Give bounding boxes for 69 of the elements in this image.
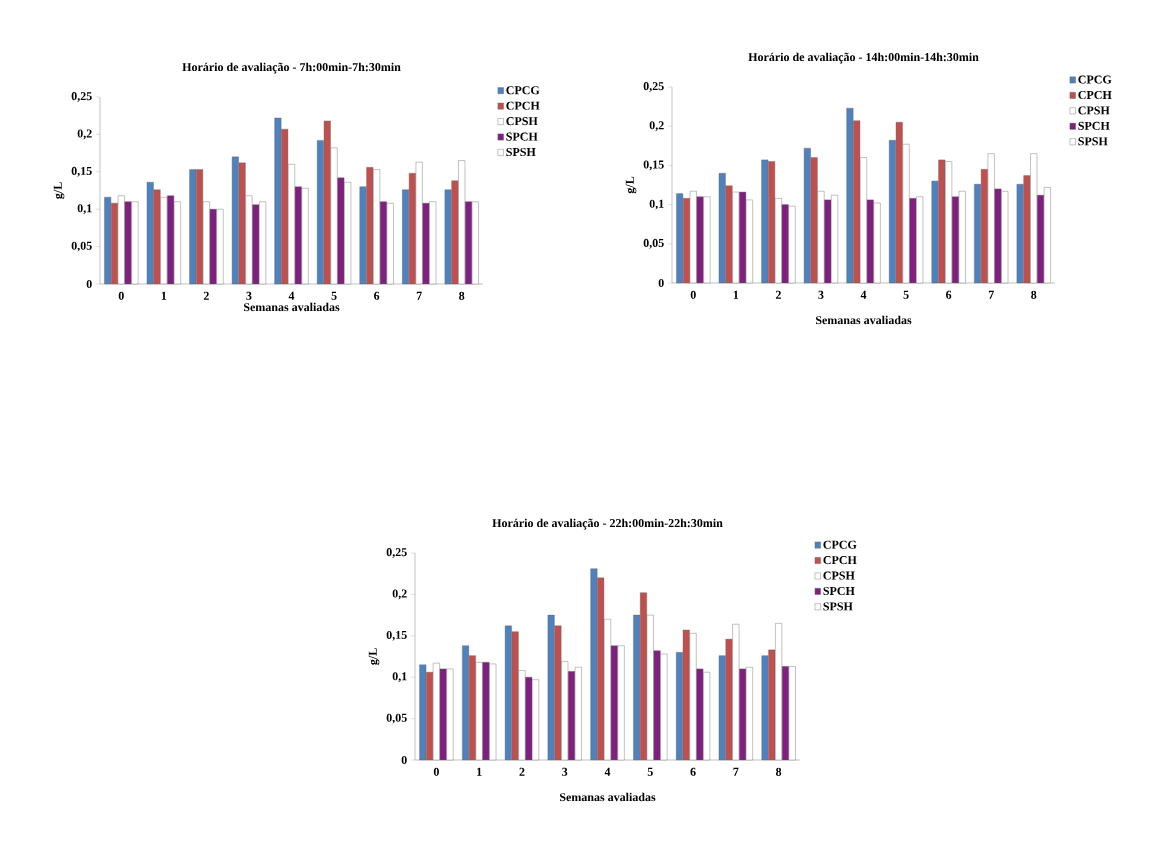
- x-tick-label: 5: [331, 291, 337, 300]
- legend-label: SPCH: [1078, 121, 1110, 130]
- x-tick-label: 4: [604, 767, 611, 776]
- x-tick-label: 1: [733, 290, 739, 299]
- y-tick-label: 0: [658, 278, 664, 288]
- chart-title: Horário de avaliação - 22h:00min-22h:30min: [492, 518, 723, 530]
- chart-title: Horário de avaliação - 7h:00min-7h:30min: [182, 62, 401, 74]
- y-tick-label: 0,25: [386, 548, 407, 558]
- y-tick-label: 0,05: [71, 241, 92, 252]
- y-tick-label: 0,2: [77, 129, 92, 140]
- x-tick-label: 2: [203, 291, 209, 300]
- chart-title: Horário de avaliação - 14h:00min-14h:30min: [748, 52, 979, 64]
- y-axis-title: g/L: [625, 176, 637, 194]
- x-tick-label: 8: [459, 291, 465, 300]
- x-tick-label: 7: [988, 290, 994, 299]
- legend-label: SPSH: [506, 148, 536, 157]
- legend-label: CPCH: [506, 101, 540, 110]
- y-tick-label: 0,1: [392, 672, 407, 683]
- x-tick-label: 0: [433, 767, 439, 776]
- legend-label: CPCG: [823, 540, 857, 549]
- x-tick-label: 2: [519, 767, 525, 776]
- x-tick-label: 7: [733, 767, 739, 776]
- x-axis-title: Semanas avaliadas: [243, 302, 340, 312]
- y-tick-label: 0,25: [71, 92, 92, 102]
- legend-label: SPCH: [823, 586, 855, 596]
- x-tick-label: 3: [818, 290, 824, 299]
- legend-label: CPCH: [1078, 90, 1112, 100]
- y-axis-title: g/L: [368, 648, 380, 665]
- x-tick-label: 3: [562, 767, 568, 776]
- y-tick-label: 0,1: [77, 204, 92, 215]
- y-tick-label: 0,05: [386, 713, 407, 724]
- x-tick-label: 4: [288, 291, 295, 300]
- legend-label: CPSH: [1078, 106, 1110, 115]
- x-tick-label: 4: [860, 290, 867, 299]
- x-tick-label: 3: [246, 291, 252, 300]
- y-tick-label: 0,15: [386, 630, 407, 641]
- x-tick-label: 6: [374, 291, 380, 300]
- y-tick-label: 0: [86, 279, 92, 289]
- legend-label: CPSH: [823, 571, 855, 580]
- x-tick-label: 5: [903, 290, 909, 299]
- legend-label: CPCG: [506, 86, 540, 95]
- y-tick-label: 0,2: [392, 589, 407, 600]
- x-tick-label: 0: [690, 290, 696, 299]
- legend-label: CPSH: [506, 117, 538, 126]
- x-tick-label: 0: [118, 291, 124, 300]
- legend-label: SPSH: [823, 602, 853, 611]
- y-tick-label: 0,1: [649, 199, 664, 210]
- x-tick-label: 8: [1031, 290, 1037, 299]
- x-tick-label: 2: [775, 290, 781, 299]
- legend-label: CPCG: [1078, 75, 1112, 84]
- x-tick-label: 6: [946, 290, 952, 299]
- y-tick-label: 0,2: [649, 121, 664, 132]
- y-tick-label: 0: [401, 755, 407, 765]
- y-axis-title: g/L: [53, 182, 65, 199]
- y-tick-label: 0,15: [71, 166, 92, 177]
- x-tick-label: 1: [477, 767, 482, 776]
- x-axis-title: Semanas avaliadas: [559, 792, 656, 802]
- x-tick-label: 1: [161, 291, 167, 300]
- legend-label: CPCH: [823, 556, 857, 565]
- y-tick-label: 0,15: [643, 160, 664, 171]
- legend-label: SPCH: [506, 132, 538, 141]
- x-tick-label: 5: [647, 767, 653, 776]
- x-tick-label: 8: [776, 767, 782, 776]
- x-tick-label: 7: [416, 291, 422, 300]
- x-tick-label: 6: [690, 767, 696, 776]
- y-tick-label: 0,25: [643, 82, 664, 92]
- y-tick-label: 0,05: [643, 238, 664, 249]
- x-axis-title: Semanas avaliadas: [815, 315, 912, 325]
- legend-label: SPSH: [1078, 137, 1108, 146]
